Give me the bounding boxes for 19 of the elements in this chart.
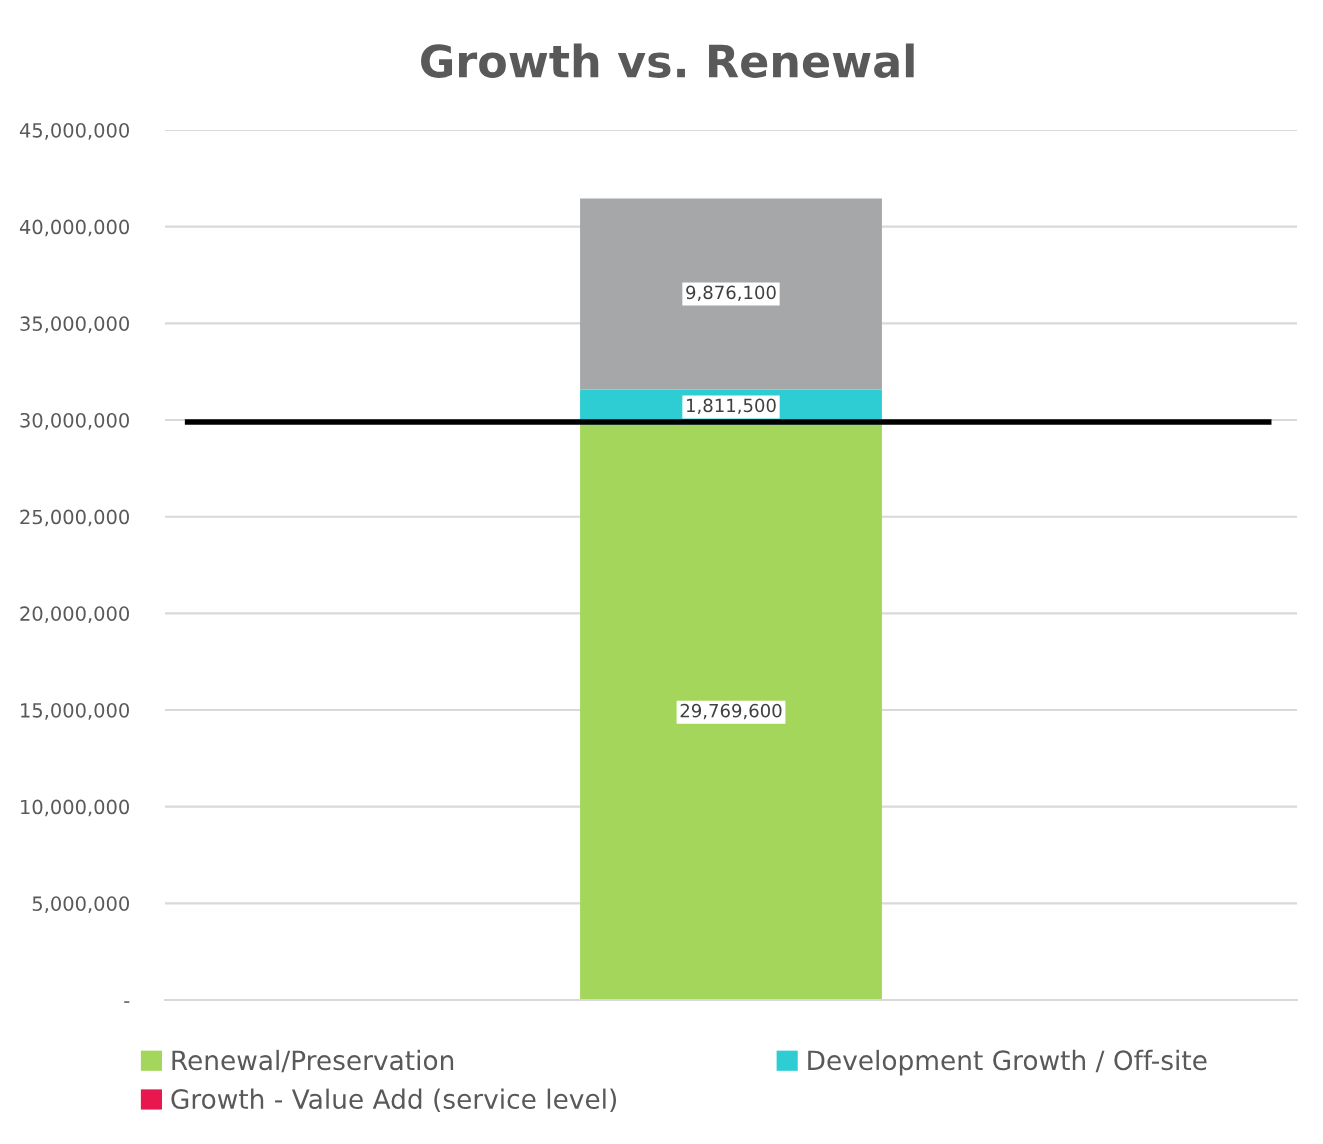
- y-tick-label: 15,000,000: [21, 702, 129, 720]
- y-tick-label: 25,000,000: [20, 509, 129, 527]
- legend-label: Renewal/Preservation: [172, 1049, 454, 1073]
- y-tick-label: -: [124, 1001, 130, 1003]
- y-tick-label: 35,000,000: [20, 316, 129, 333]
- y-tick-label: 45,000,000: [19, 122, 129, 140]
- data-label: 29,769,600: [680, 703, 782, 720]
- y-tick-label: 20,000,000: [20, 606, 129, 623]
- y-tick-label: 30,000,000: [20, 412, 129, 430]
- legend-label: Growth - Value Add (service level): [171, 1088, 617, 1113]
- bar: [580, 198, 882, 390]
- data-label: 9,876,100: [686, 285, 776, 302]
- chart-title: Growth vs. Renewal: [421, 43, 914, 78]
- data-label: 1,811,500: [687, 398, 776, 415]
- legend-label: Development Growth / Off-site: [808, 1049, 1207, 1076]
- y-tick-label: 40,000,000: [19, 219, 129, 237]
- y-tick-label: 5,000,000: [32, 896, 129, 913]
- bar: [580, 424, 882, 1000]
- y-tick-label: 10,000,000: [21, 799, 129, 817]
